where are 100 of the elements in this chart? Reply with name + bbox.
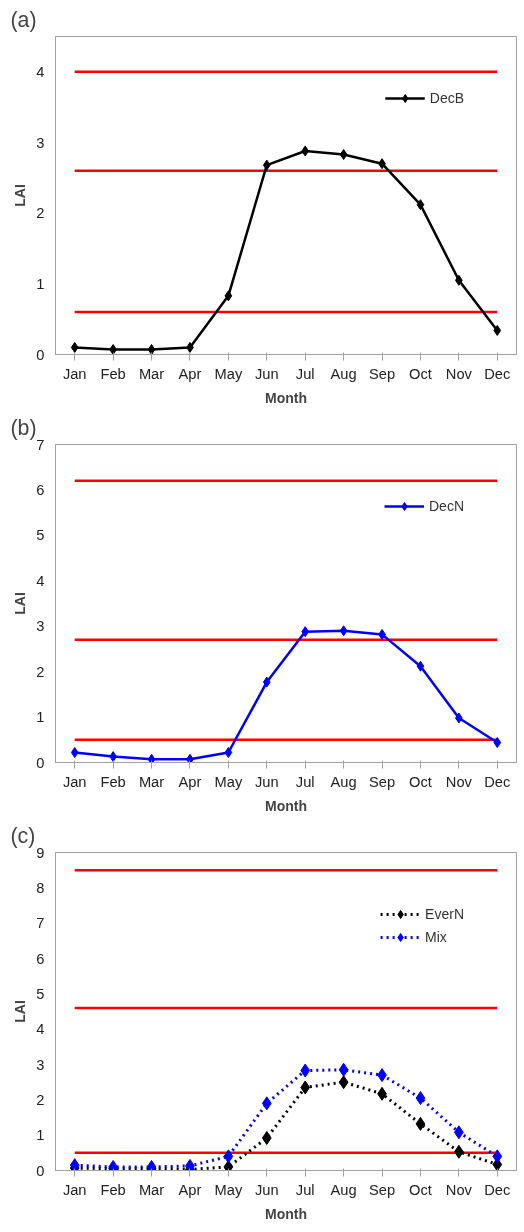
point (339, 625, 348, 637)
y-axis-title: LAI (12, 1000, 29, 1023)
legend-label: Mix (425, 929, 447, 945)
legend-label: EverN (425, 906, 464, 922)
chart-title: (c) (10, 823, 36, 848)
point (301, 626, 310, 638)
point (338, 1062, 349, 1077)
y-tick-label: 0 (36, 346, 45, 363)
y-axis-title: LAI (12, 592, 29, 615)
y-tick-label: 6 (36, 481, 45, 498)
x-tick-label: Dec (484, 365, 511, 382)
x-tick-label: Jun (254, 773, 279, 790)
y-tick-label: 3 (36, 1056, 45, 1073)
x-tick-label: Dec (484, 773, 511, 790)
point (147, 753, 156, 763)
y-tick-label: 5 (36, 527, 45, 544)
y-tick-label: 3 (36, 618, 45, 635)
point (223, 1149, 234, 1164)
point (109, 344, 117, 355)
point (186, 753, 194, 763)
y-tick-label: 4 (36, 1021, 45, 1038)
y-tick-label: 1 (36, 1127, 45, 1144)
point (492, 1149, 503, 1164)
x-tick-label: Nov (445, 1181, 473, 1198)
point (416, 660, 425, 672)
x-axis-title: Month (265, 1205, 307, 1222)
point (147, 344, 156, 355)
point (415, 1116, 426, 1131)
x-tick-label: Sep (369, 1181, 396, 1198)
y-tick-label: 6 (36, 950, 45, 967)
x-tick-label: Oct (409, 365, 432, 382)
x-tick-label: Mar (138, 773, 165, 790)
x-tick-label: Aug (330, 773, 357, 790)
point (261, 1096, 272, 1111)
x-tick-label: Oct (409, 1181, 432, 1198)
x-tick-label: Jan (62, 365, 87, 382)
y-tick-label: 4 (36, 63, 45, 80)
x-tick-label: Apr (178, 773, 202, 790)
x-tick-label: Jul (295, 365, 315, 382)
y-tick-label: 7 (36, 915, 45, 932)
x-tick-label: Sep (369, 773, 396, 790)
point (493, 324, 502, 336)
y-tick-label: 7 (36, 436, 45, 453)
y-tick-label: 2 (36, 205, 45, 222)
y-axis-title: LAI (12, 184, 29, 207)
x-tick-label: Jan (62, 773, 87, 790)
x-tick-label: Apr (178, 365, 202, 382)
x-tick-label: Nov (445, 773, 473, 790)
x-tick-label: Oct (409, 773, 432, 790)
x-tick-label: Jul (295, 1181, 315, 1198)
chart-title: (a) (10, 7, 37, 32)
point (300, 1063, 311, 1078)
y-tick-label: 1 (36, 709, 45, 726)
x-tick-label: Dec (484, 1181, 511, 1198)
chart-title: (b) (10, 415, 37, 440)
point (300, 1080, 311, 1095)
x-tick-label: Mar (138, 365, 165, 382)
x-tick-label: Apr (178, 1181, 202, 1198)
point (70, 747, 79, 759)
point (262, 676, 271, 688)
y-tick-label: 1 (36, 275, 45, 292)
x-tick-label: Aug (330, 1181, 357, 1198)
x-tick-label: Feb (100, 773, 126, 790)
x-tick-label: Feb (100, 365, 126, 382)
point (493, 737, 502, 749)
y-tick-label: 8 (36, 879, 45, 896)
x-tick-label: May (214, 1181, 243, 1198)
x-axis-title: Month (265, 797, 307, 814)
point (262, 159, 271, 171)
point (261, 1130, 272, 1145)
x-tick-label: Sep (369, 365, 396, 382)
point (338, 1075, 349, 1090)
point (70, 341, 79, 353)
y-tick-label: 9 (36, 844, 45, 861)
x-tick-label: Nov (445, 365, 473, 382)
y-tick-label: 3 (36, 134, 45, 151)
x-tick-label: Jan (62, 1181, 87, 1198)
x-tick-label: Jun (254, 1181, 279, 1198)
x-tick-label: Feb (100, 1181, 126, 1198)
point (339, 149, 348, 161)
point (224, 290, 233, 302)
y-tick-label: 0 (36, 1162, 45, 1179)
x-tick-label: Jul (295, 773, 315, 790)
point (416, 199, 425, 211)
point (415, 1091, 426, 1106)
point (301, 145, 310, 157)
x-tick-label: Jun (254, 365, 279, 382)
y-tick-label: 4 (36, 572, 45, 589)
x-tick-label: May (214, 773, 243, 790)
x-tick-label: Mar (138, 1181, 165, 1198)
x-axis-title: Month (265, 389, 307, 406)
legend-label: DecN (428, 498, 464, 514)
point (224, 747, 233, 759)
y-tick-label: 5 (36, 985, 45, 1002)
x-tick-label: May (214, 365, 243, 382)
x-tick-label: Aug (330, 365, 357, 382)
y-tick-label: 2 (36, 663, 45, 680)
y-tick-label: 0 (36, 754, 45, 771)
y-tick-label: 2 (36, 1091, 45, 1108)
legend-label: DecB (429, 90, 464, 106)
